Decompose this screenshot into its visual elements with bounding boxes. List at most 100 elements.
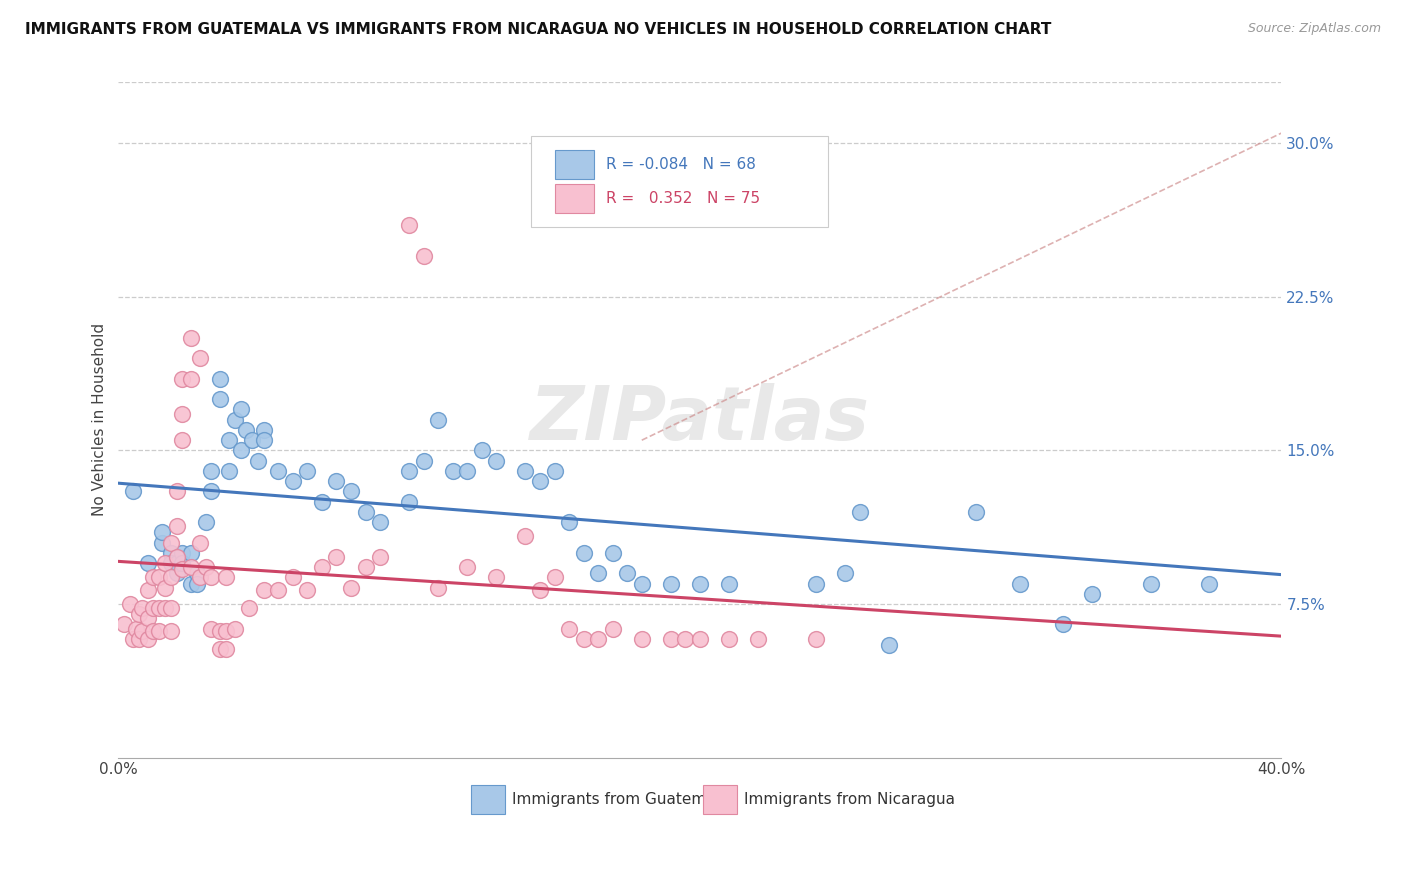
Point <box>159 556 181 570</box>
Point <box>689 632 711 646</box>
Point <box>166 484 188 499</box>
Point <box>136 611 159 625</box>
Point <box>148 570 170 584</box>
Point <box>398 494 420 508</box>
Point <box>131 624 153 638</box>
Point <box>717 576 740 591</box>
Point <box>877 638 900 652</box>
Point <box>340 484 363 499</box>
Point <box>630 632 652 646</box>
Point <box>441 464 464 478</box>
Point <box>209 642 232 657</box>
Point <box>485 570 508 584</box>
Point <box>194 560 217 574</box>
Point <box>253 433 276 447</box>
Point <box>529 474 551 488</box>
Point <box>150 535 173 549</box>
Point <box>267 582 290 597</box>
Point <box>1139 576 1161 591</box>
Point <box>120 597 142 611</box>
Point <box>148 624 170 638</box>
Point <box>142 624 165 638</box>
Point <box>368 515 391 529</box>
Point <box>136 582 159 597</box>
Point <box>235 423 257 437</box>
Point <box>586 566 609 581</box>
Point <box>602 622 624 636</box>
Point <box>689 576 711 591</box>
Point <box>112 617 135 632</box>
Point <box>229 443 252 458</box>
Point <box>142 601 165 615</box>
Point <box>325 474 347 488</box>
Point <box>166 566 188 581</box>
Point <box>965 505 987 519</box>
Point <box>131 601 153 615</box>
Point <box>122 632 145 646</box>
Point <box>340 581 363 595</box>
Point <box>616 566 638 581</box>
Point <box>136 556 159 570</box>
Point <box>427 413 450 427</box>
Point <box>515 529 537 543</box>
Point <box>166 556 188 570</box>
Point <box>253 582 276 597</box>
Point <box>229 402 252 417</box>
Point <box>128 607 150 622</box>
Point <box>659 632 682 646</box>
Point <box>200 570 222 584</box>
Point <box>153 581 176 595</box>
Point <box>215 624 238 638</box>
Point <box>150 525 173 540</box>
Point <box>354 560 377 574</box>
Point <box>188 570 211 584</box>
Point <box>186 576 208 591</box>
Point <box>218 433 240 447</box>
Point <box>166 519 188 533</box>
Point <box>297 464 319 478</box>
Point <box>485 453 508 467</box>
Point <box>747 632 769 646</box>
Point <box>209 372 232 386</box>
Point <box>180 576 202 591</box>
Point <box>148 601 170 615</box>
Point <box>412 249 434 263</box>
FancyBboxPatch shape <box>554 150 595 178</box>
Point <box>188 535 211 549</box>
Point <box>717 632 740 646</box>
Point <box>180 331 202 345</box>
Text: IMMIGRANTS FROM GUATEMALA VS IMMIGRANTS FROM NICARAGUA NO VEHICLES IN HOUSEHOLD : IMMIGRANTS FROM GUATEMALA VS IMMIGRANTS … <box>25 22 1052 37</box>
Point <box>673 632 696 646</box>
Point <box>529 582 551 597</box>
Point <box>281 474 304 488</box>
Text: R =   0.352   N = 75: R = 0.352 N = 75 <box>606 191 759 206</box>
FancyBboxPatch shape <box>554 185 595 213</box>
Point <box>159 546 181 560</box>
Point <box>159 570 181 584</box>
Point <box>159 601 181 615</box>
Text: Immigrants from Guatemala: Immigrants from Guatemala <box>512 792 728 807</box>
Point <box>166 549 188 564</box>
Point <box>200 464 222 478</box>
Point <box>153 601 176 615</box>
Point <box>368 549 391 564</box>
Point <box>180 372 202 386</box>
Point <box>806 632 828 646</box>
Point <box>543 464 565 478</box>
Text: R = -0.084   N = 68: R = -0.084 N = 68 <box>606 157 755 172</box>
Point <box>602 546 624 560</box>
Point <box>172 433 194 447</box>
Point <box>153 556 176 570</box>
Point <box>558 622 581 636</box>
FancyBboxPatch shape <box>531 136 828 227</box>
Point <box>224 413 246 427</box>
Point <box>311 560 333 574</box>
Point <box>1081 587 1104 601</box>
Point <box>572 632 595 646</box>
Point <box>325 549 347 564</box>
Point <box>572 546 595 560</box>
Point <box>238 601 260 615</box>
Point <box>456 464 478 478</box>
Point <box>586 632 609 646</box>
Point <box>125 622 148 636</box>
